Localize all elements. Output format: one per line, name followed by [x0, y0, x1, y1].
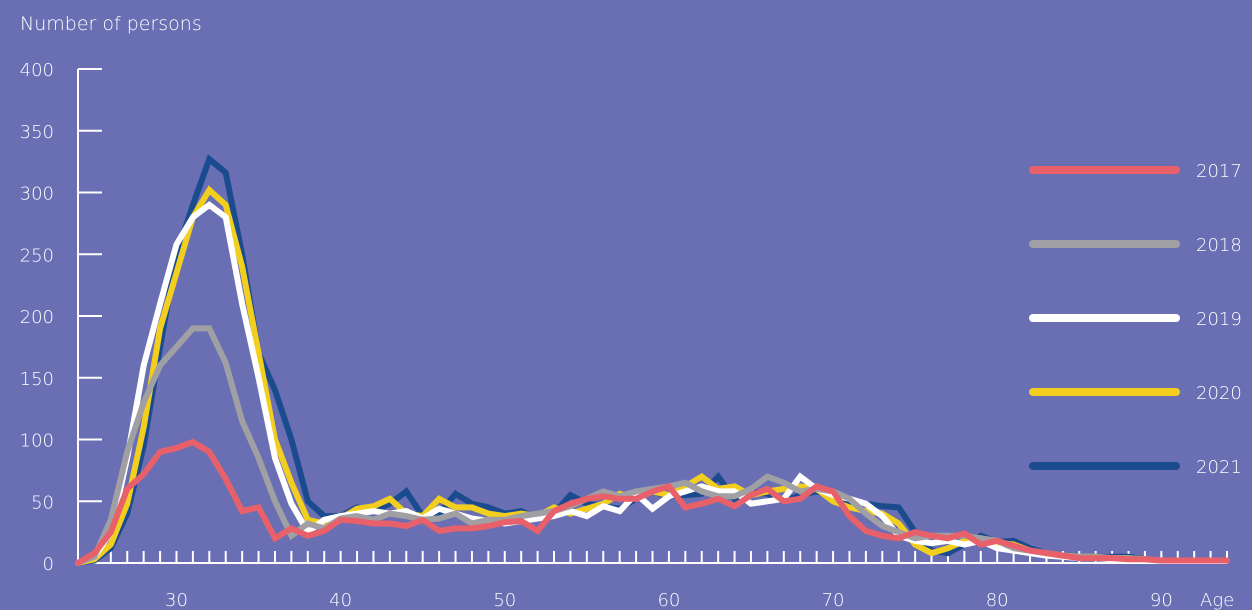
x-tick-label-2: 50 [493, 590, 516, 610]
y-tick-label-5: 250 [20, 245, 54, 266]
legend-label-2018: 2018 [1196, 235, 1242, 256]
x-tick-label-3: 60 [657, 590, 680, 610]
y-tick-label-6: 300 [20, 184, 54, 205]
y-tick-label-2: 100 [20, 431, 54, 452]
legend-label-2017: 2017 [1196, 161, 1242, 182]
y-tick-label-8: 400 [20, 60, 54, 81]
legend-label-2020: 2020 [1196, 383, 1242, 404]
series-line-2017 [75, 438, 1230, 566]
legend-label-2019: 2019 [1196, 309, 1242, 330]
series-line-2018 [75, 325, 1230, 566]
legend: 2017 2018 2019 2020 2021 [1029, 161, 1242, 478]
y-tick-label-7: 350 [20, 122, 54, 143]
legend-label-2021: 2021 [1196, 457, 1242, 478]
x-tick-label-0: 30 [165, 590, 188, 610]
y-tick-label-4: 200 [20, 307, 54, 328]
series-lines [75, 154, 1230, 566]
x-tick-label-5: 80 [986, 590, 1009, 610]
y-tick-label-1: 50 [31, 492, 54, 513]
y-tick-label-3: 150 [20, 369, 54, 390]
y-tick-label-0: 0 [43, 554, 54, 575]
x-tick-label-6: 90 [1150, 590, 1173, 610]
x-axis-title: Age [1200, 590, 1234, 610]
y-axis-title: Number of persons [20, 13, 202, 35]
x-tick-label-1: 40 [329, 590, 352, 610]
y-axis: 0 50 100 150 200 250 300 350 400 [20, 60, 102, 575]
x-tick-label-4: 70 [822, 590, 845, 610]
series-line-2021 [75, 154, 1230, 566]
x-axis: 30 40 50 60 70 80 90 [78, 551, 1228, 610]
